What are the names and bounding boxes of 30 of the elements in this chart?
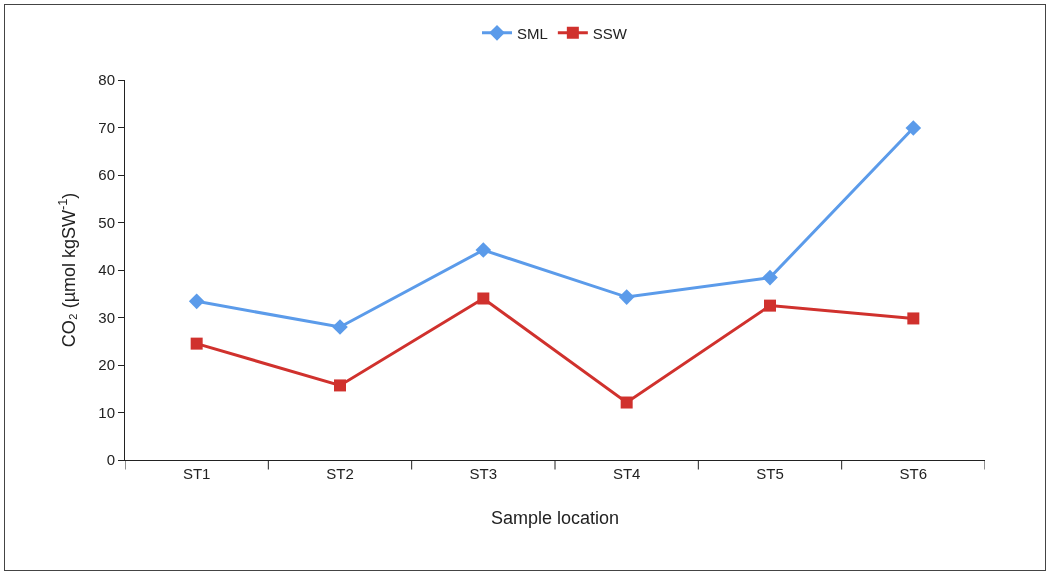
point <box>907 312 920 325</box>
y-tick-label: 50 <box>98 213 115 231</box>
y-tick-label: 60 <box>98 166 115 184</box>
x-tick-label: ST6 <box>899 465 928 482</box>
point <box>475 242 492 258</box>
point <box>332 319 348 335</box>
point <box>477 292 490 305</box>
y-tick-label: 80 <box>98 71 115 89</box>
legend-label: SML <box>517 24 548 42</box>
x-tick-label: ST4 <box>612 465 641 482</box>
point <box>620 396 633 409</box>
y-tick-label: 10 <box>98 403 115 421</box>
point <box>905 120 922 136</box>
point <box>618 289 635 305</box>
y-tick-label: 30 <box>98 308 115 326</box>
x-tick-label: ST1 <box>182 465 211 482</box>
y-tick-label: 40 <box>98 261 115 279</box>
x-tick-label: ST5 <box>756 465 784 482</box>
point <box>764 299 776 312</box>
point <box>334 379 346 392</box>
point <box>762 269 778 286</box>
x-tick-label: ST3 <box>469 465 498 482</box>
y-tick-label: 70 <box>98 118 115 136</box>
point <box>188 293 205 310</box>
x-axis-title: Sample location <box>490 508 620 529</box>
y-tick-label: 20 <box>98 356 115 374</box>
x-tick-label: ST2 <box>326 465 354 482</box>
legend-label: SSW <box>592 24 628 42</box>
point <box>190 337 203 350</box>
y-tick-label: 0 <box>106 451 115 469</box>
